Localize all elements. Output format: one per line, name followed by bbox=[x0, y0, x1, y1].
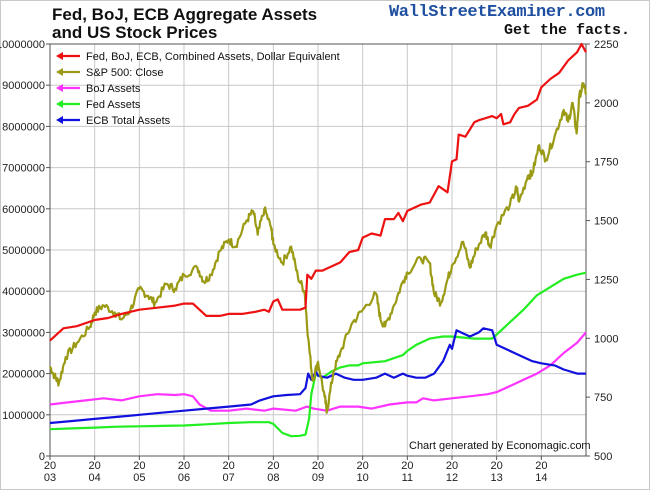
x-tick-label-year: 11 bbox=[402, 472, 413, 484]
right-tick-label: 1250 bbox=[594, 274, 618, 286]
left-tick-label: 0 bbox=[39, 451, 45, 463]
x-tick-label-year: 03 bbox=[44, 472, 56, 484]
grid-lines bbox=[50, 44, 586, 456]
x-tick-label-century: 20 bbox=[178, 460, 190, 472]
x-tick-label-year: 13 bbox=[491, 472, 503, 484]
x-tick-label-century: 20 bbox=[446, 460, 458, 472]
x-tick-label-year: 14 bbox=[535, 472, 547, 484]
tagline: Get the facts. bbox=[503, 22, 630, 39]
legend-label: Fed, BoJ, ECB, Combined Assets, Dollar E… bbox=[86, 51, 340, 63]
right-tick-label: 1500 bbox=[594, 216, 618, 228]
x-tick-label-century: 20 bbox=[44, 460, 56, 472]
right-axis: 500 750 1000 1250 1500 1750 2000 2250 bbox=[586, 39, 618, 463]
right-tick-label: 1000 bbox=[594, 333, 618, 345]
x-tick-label-century: 20 bbox=[357, 460, 369, 472]
left-tick-label: 8000000 bbox=[2, 121, 45, 133]
x-tick-label-century: 20 bbox=[267, 460, 279, 472]
left-tick-label: 9000000 bbox=[2, 80, 45, 92]
right-tick-label: 750 bbox=[594, 392, 612, 404]
legend-arrow-icon bbox=[56, 116, 63, 124]
title-line-2: and US Stock Prices bbox=[52, 23, 218, 42]
left-tick-label: 1000000 bbox=[2, 410, 45, 422]
left-tick-label: 7000000 bbox=[2, 163, 45, 175]
x-tick-label-year: 09 bbox=[312, 472, 324, 484]
right-tick-label: 1750 bbox=[594, 157, 618, 169]
x-axis: 2003200420052006200720082009201020112012… bbox=[44, 456, 547, 484]
legend-label: ECB Total Assets bbox=[86, 115, 171, 127]
left-tick-label: 3000000 bbox=[2, 327, 45, 339]
title-line-1: Fed, BoJ, ECB Aggregate Assets bbox=[52, 5, 318, 24]
legend-arrow-icon bbox=[56, 100, 63, 108]
right-tick-label: 2250 bbox=[594, 39, 618, 51]
left-tick-label: 6000000 bbox=[2, 204, 45, 216]
x-tick-label-year: 10 bbox=[357, 472, 369, 484]
series-layer bbox=[49, 42, 587, 438]
x-tick-label-century: 20 bbox=[89, 460, 101, 472]
x-tick-label-century: 20 bbox=[491, 460, 503, 472]
right-tick-label: 500 bbox=[594, 451, 612, 463]
x-tick-label-year: 07 bbox=[223, 472, 235, 484]
series-ecb-assets bbox=[49, 327, 586, 425]
x-tick-label-century: 20 bbox=[401, 460, 413, 472]
x-tick-label-century: 20 bbox=[312, 460, 324, 472]
legend-label: Fed Assets bbox=[86, 99, 141, 111]
legend-label: BoJ Assets bbox=[86, 83, 141, 95]
left-axis: 0 1000000 2000000 3000000 4000000 5000000 6000… bbox=[0, 39, 50, 463]
site-logo-text: WallStreetExaminer.com bbox=[389, 3, 605, 22]
legend-label: S&P 500: Close bbox=[86, 67, 163, 79]
legend-arrow-icon bbox=[56, 84, 63, 92]
x-tick-label-century: 20 bbox=[133, 460, 145, 472]
x-tick-label-year: 08 bbox=[267, 472, 279, 484]
left-tick-label: 10000000 bbox=[0, 39, 45, 51]
right-tick-label: 2000 bbox=[594, 98, 618, 110]
x-tick-label-year: 12 bbox=[446, 472, 458, 484]
legend: Fed, BoJ, ECB, Combined Assets, Dollar E… bbox=[56, 51, 340, 127]
series-sp500 bbox=[49, 82, 587, 414]
x-tick-label-year: 06 bbox=[178, 472, 190, 484]
x-tick-label-year: 04 bbox=[89, 472, 101, 484]
left-tick-label: 5000000 bbox=[2, 245, 45, 257]
legend-arrow-icon bbox=[56, 52, 63, 60]
x-tick-label-century: 20 bbox=[535, 460, 547, 472]
series-combined-assets bbox=[49, 42, 587, 342]
left-tick-label: 2000000 bbox=[2, 369, 45, 381]
x-tick-label-year: 05 bbox=[133, 472, 145, 484]
chart-credit: Chart generated by Economagic.com bbox=[409, 440, 591, 452]
chart-title: Fed, BoJ, ECB Aggregate Assets and US St… bbox=[52, 6, 317, 42]
legend-arrow-icon bbox=[56, 68, 63, 76]
x-tick-label-century: 20 bbox=[223, 460, 235, 472]
left-tick-label: 4000000 bbox=[2, 286, 45, 298]
